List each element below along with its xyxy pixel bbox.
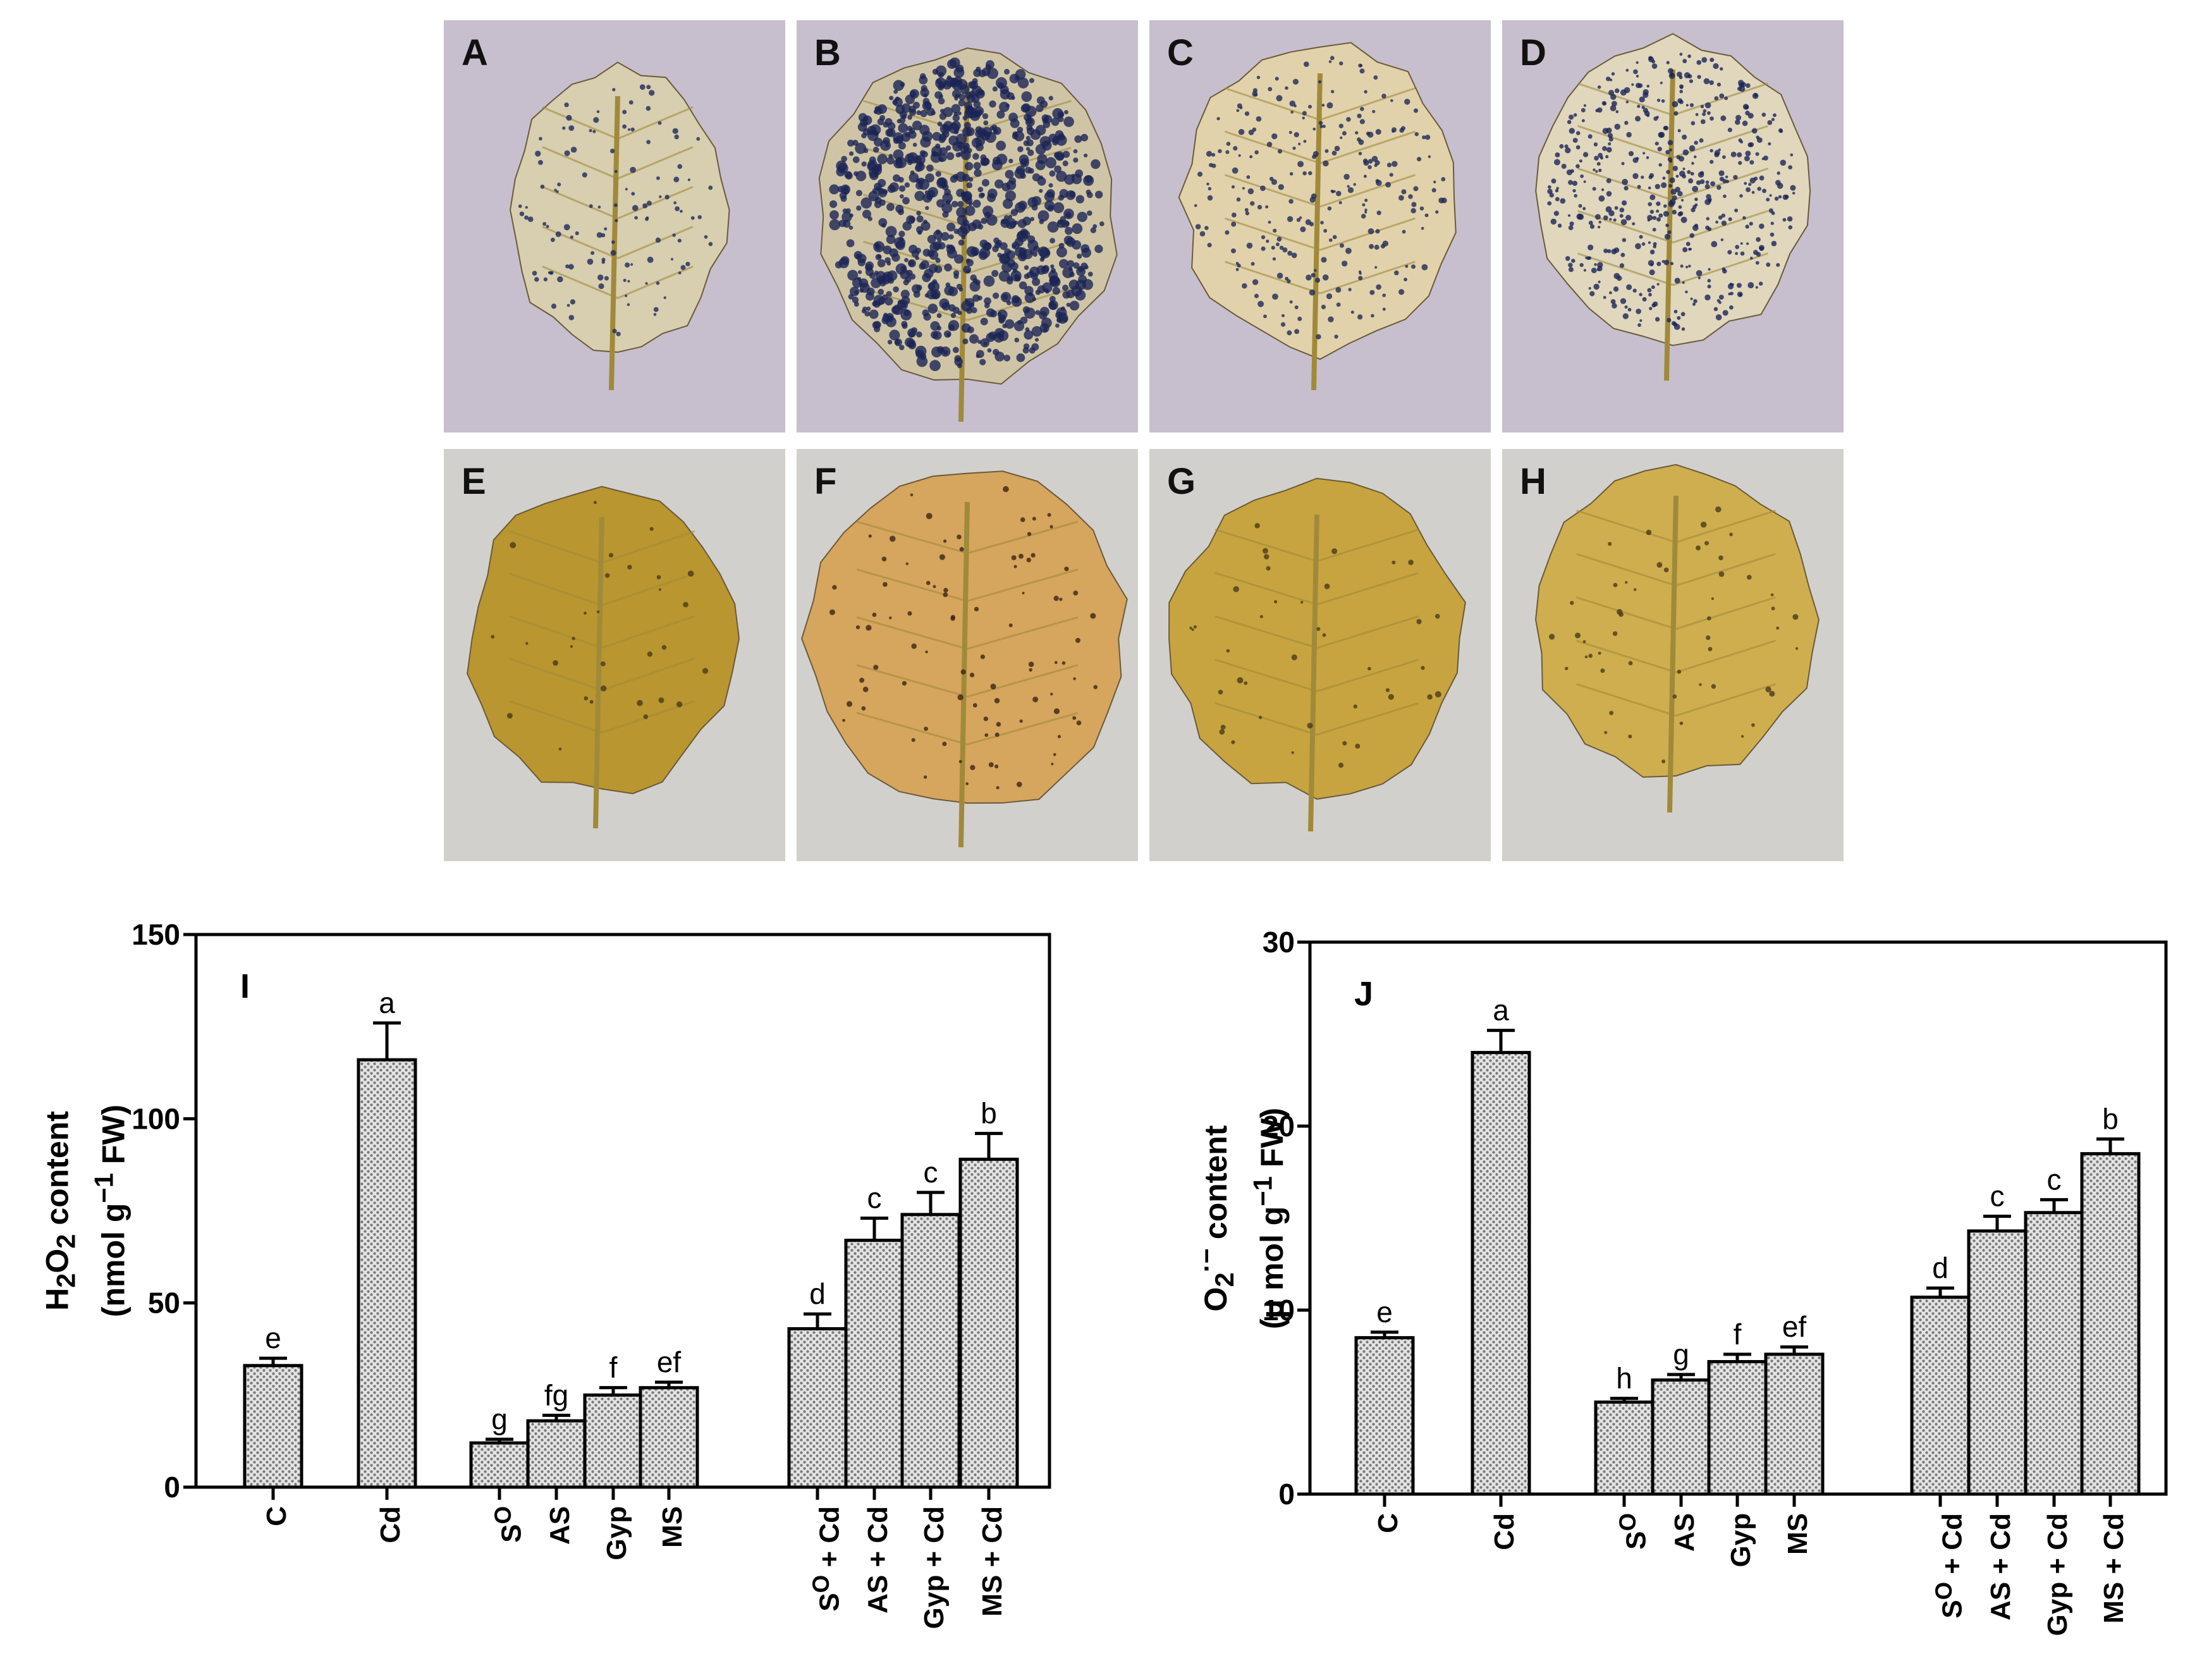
significance-letter: e	[265, 1321, 281, 1354]
photo-panel-a: A	[444, 20, 785, 432]
photo-panel-c: C	[1149, 20, 1491, 432]
x-tick-label: Gyp	[601, 1506, 632, 1560]
x-tick-label: MS	[1782, 1513, 1813, 1555]
y-tick-label: 150	[132, 918, 180, 951]
bar	[2080, 1152, 2141, 1496]
significance-letter: g	[1673, 1338, 1689, 1371]
bar	[900, 1213, 961, 1489]
photo-panel-e: E	[444, 449, 785, 861]
bar	[844, 1239, 905, 1489]
x-tick-label: AS + Cd	[862, 1506, 893, 1614]
x-tick-label: AS	[544, 1506, 575, 1545]
bar	[357, 1058, 417, 1489]
leaf-image	[1168, 477, 1466, 832]
x-tick-label: C	[261, 1506, 292, 1526]
panel-label: A	[462, 32, 488, 73]
y-tick-label: 10	[1263, 1294, 1295, 1327]
x-tick-label: SO + Cd	[1931, 1513, 1963, 1619]
bar	[787, 1327, 848, 1489]
leaf-image	[510, 61, 730, 391]
x-tick-label: Cd	[375, 1506, 406, 1543]
x-tick-label: Gyp + Cd	[2042, 1513, 2073, 1636]
leaf-image	[1535, 463, 1820, 813]
x-tick-label: SO	[490, 1506, 522, 1543]
x-tick-label: MS + Cd	[977, 1506, 1008, 1617]
bar	[1967, 1229, 2028, 1496]
y-tick-label: 30	[1263, 926, 1295, 959]
x-tick-label: Gyp + Cd	[919, 1506, 950, 1629]
bar	[2024, 1211, 2084, 1496]
leaf-image	[1178, 42, 1457, 391]
chart-i: 0 50 100 150 Ie Ca Cd g SO fg AS f Gyp ef MS d SO + Cd c A…	[40, 918, 1051, 1629]
x-tick-label: SO	[1615, 1513, 1647, 1550]
leaf-image	[818, 47, 1118, 422]
panel-label: H	[1520, 461, 1546, 502]
significance-letter: fg	[544, 1378, 568, 1411]
x-tick-label: Gyp	[1725, 1513, 1756, 1567]
significance-letter: d	[1932, 1251, 1948, 1284]
bar	[639, 1386, 699, 1489]
bar	[1651, 1378, 1711, 1496]
bar	[583, 1393, 644, 1489]
photo-panel-f: F	[797, 449, 1138, 861]
significance-letter: b	[2102, 1102, 2119, 1135]
significance-letter: f	[609, 1351, 618, 1384]
leaf-image	[1535, 33, 1811, 381]
panel-label: J	[1354, 975, 1373, 1013]
bar	[1354, 1336, 1415, 1496]
x-tick-label: AS + Cd	[1985, 1513, 2016, 1621]
bar	[1910, 1296, 1971, 1496]
panel-label: G	[1167, 461, 1196, 502]
x-tick-label: AS	[1669, 1513, 1700, 1552]
significance-letter: h	[1616, 1362, 1632, 1395]
bar	[1594, 1401, 1655, 1496]
y-tick-label: 0	[1278, 1478, 1295, 1511]
significance-letter: a	[379, 986, 395, 1019]
photo-panel-g: G	[1149, 449, 1491, 861]
significance-letter: c	[867, 1182, 882, 1215]
significance-letter: a	[1493, 994, 1509, 1027]
y-axis-label: H2O2 content(nmol g−1 FW)	[40, 1105, 132, 1317]
significance-letter: ef	[1782, 1310, 1807, 1343]
significance-letter: f	[1734, 1318, 1742, 1351]
significance-letter: c	[2047, 1163, 2062, 1196]
y-tick-label: 50	[148, 1287, 180, 1320]
x-tick-label: C	[1373, 1513, 1404, 1533]
panel-label: B	[814, 32, 841, 73]
significance-letter: ef	[657, 1346, 682, 1378]
bar	[1764, 1352, 1825, 1496]
panel-label: E	[462, 461, 486, 502]
x-tick-label: Cd	[1489, 1513, 1520, 1550]
x-tick-label: MS	[657, 1506, 688, 1548]
x-tick-label: SO + Cd	[808, 1506, 840, 1612]
y-tick-label: 20	[1263, 1110, 1295, 1143]
significance-letter: c	[1990, 1180, 2005, 1213]
leaf-image	[467, 486, 740, 829]
y-tick-label: 100	[132, 1102, 180, 1135]
leaf-image	[801, 470, 1128, 848]
panel-label: F	[814, 461, 837, 502]
panel-label: D	[1520, 32, 1546, 73]
y-tick-label: 0	[164, 1471, 180, 1504]
significance-letter: b	[981, 1097, 997, 1130]
panel-label: C	[1167, 32, 1194, 73]
photo-panel-d: D	[1502, 20, 1844, 432]
photo-panel-h: H	[1502, 449, 1844, 861]
significance-letter: c	[924, 1156, 938, 1189]
x-tick-label: MS + Cd	[2098, 1513, 2129, 1624]
panel-label: I	[240, 967, 250, 1005]
bar	[526, 1419, 587, 1489]
bar	[469, 1441, 530, 1489]
bar	[1471, 1051, 1531, 1496]
significance-letter: d	[809, 1277, 826, 1310]
photo-panel-b: B	[797, 20, 1138, 432]
bar	[958, 1157, 1019, 1489]
significance-letter: g	[491, 1402, 508, 1435]
bar	[1707, 1359, 1768, 1496]
bar	[243, 1364, 303, 1489]
chart-j: 0 10 20 30 Je Ca Cd h SO g AS f Gyp ef MS d SO + Cd c AS +…	[1191, 926, 2168, 1636]
y-axis-label: O2·− content(μ mol g−1 FW)	[1191, 1107, 1289, 1328]
significance-letter: e	[1376, 1296, 1393, 1328]
